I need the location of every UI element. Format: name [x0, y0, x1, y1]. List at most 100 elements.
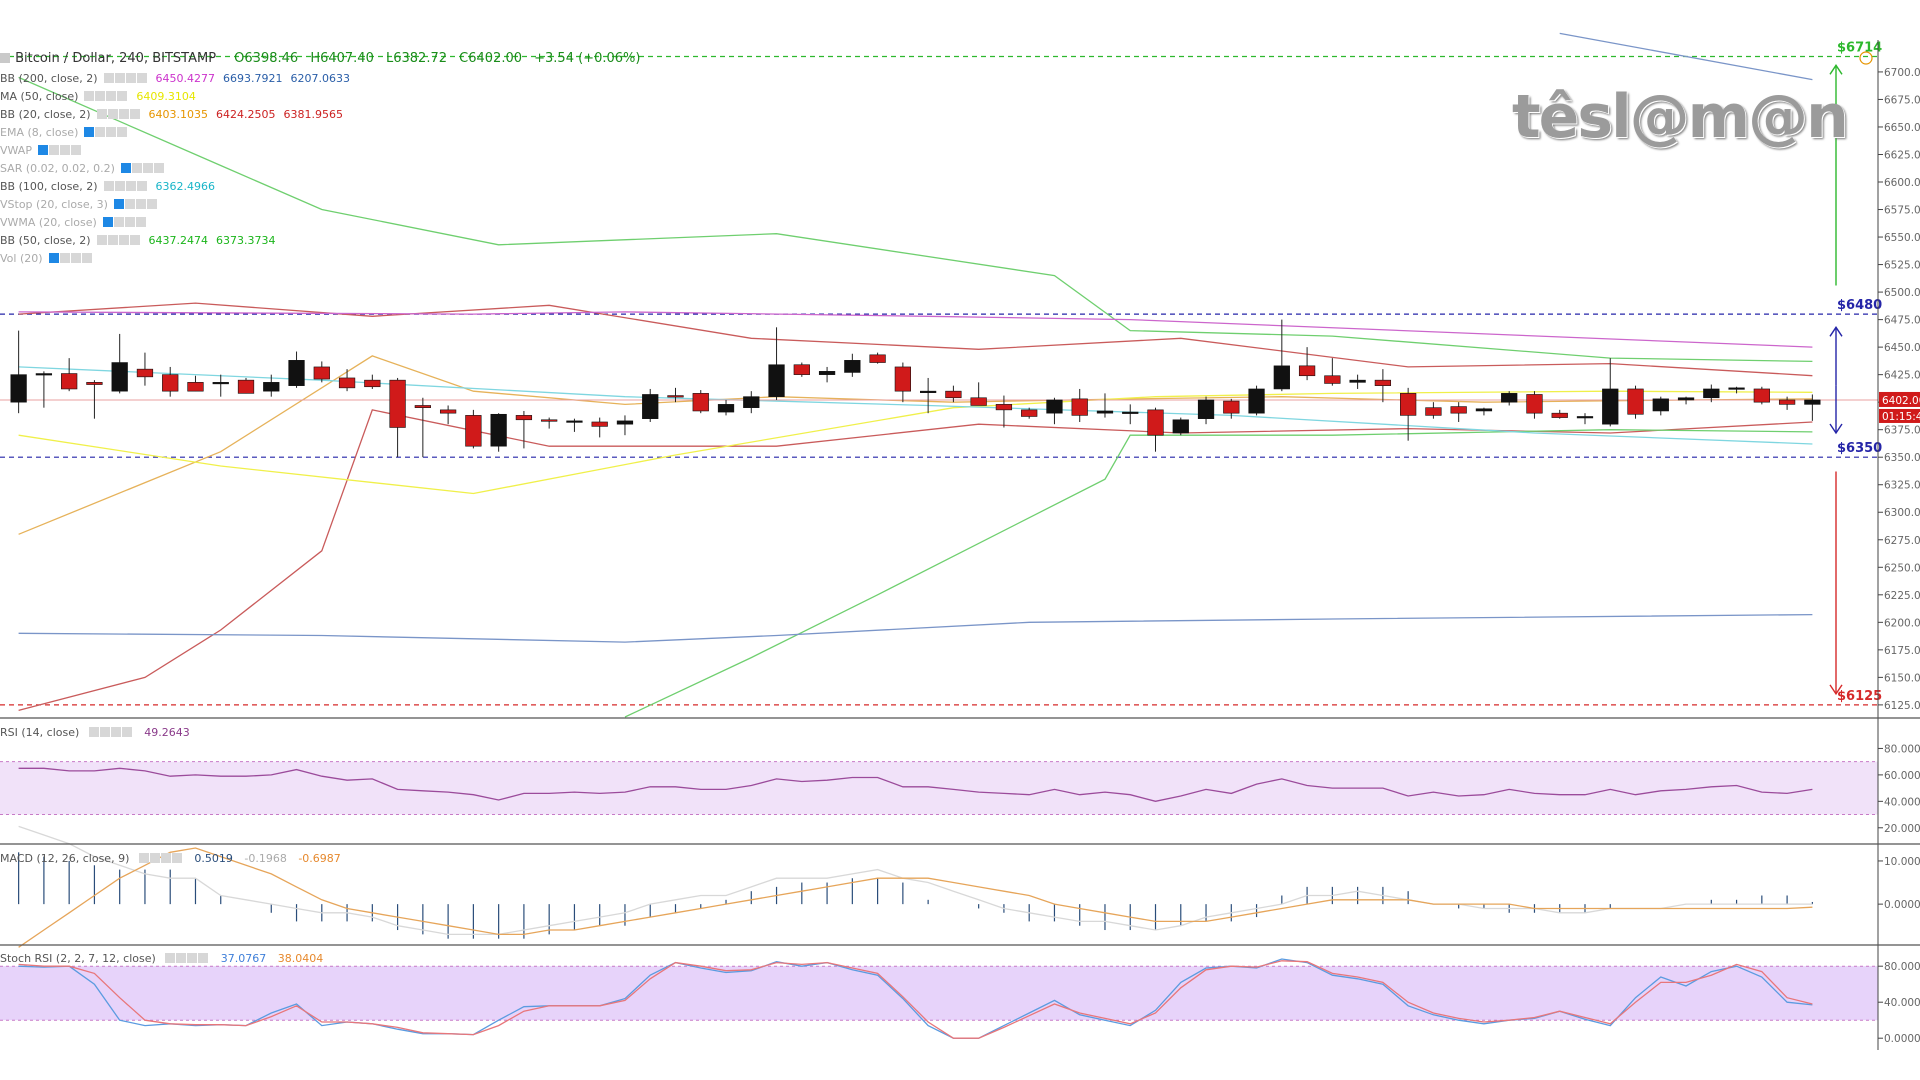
eye-icon[interactable] — [107, 109, 118, 119]
candle[interactable] — [288, 351, 305, 388]
settings-icon[interactable] — [96, 109, 107, 119]
close-icon[interactable] — [198, 953, 209, 963]
indicator-legend-row[interactable]: MA (50, close) 6409.3104 — [0, 90, 196, 104]
more-icon[interactable] — [106, 91, 117, 101]
close-icon[interactable] — [136, 73, 147, 83]
eye-icon[interactable] — [114, 73, 125, 83]
candle[interactable] — [414, 397, 431, 458]
candle[interactable] — [1526, 391, 1543, 419]
candle[interactable] — [1576, 413, 1594, 425]
settings-icon[interactable] — [103, 181, 114, 191]
candle[interactable] — [10, 330, 27, 414]
stoch-rsi-pane[interactable]: 80.0000 40.0000 0.0000 — [0, 958, 1920, 1045]
close-icon[interactable] — [135, 217, 146, 227]
candle[interactable] — [1804, 394, 1821, 421]
candle[interactable] — [1728, 386, 1745, 394]
settings-icon[interactable] — [138, 853, 149, 863]
more-icon[interactable] — [124, 217, 135, 227]
price-pane[interactable]: $6714 $6480 $6350 $6125 — [0, 32, 1882, 718]
eye-icon[interactable] — [124, 199, 135, 209]
candle[interactable] — [566, 418, 583, 432]
indicator-legend-row[interactable]: VStop (20, close, 3) — [0, 198, 158, 212]
indicator-legend-row[interactable]: Vol (20) — [0, 252, 93, 266]
close-icon[interactable] — [129, 109, 140, 119]
indicator-legend-row[interactable]: BB (200, close, 2) 6450.4277 6693.7921 6207… — [0, 72, 350, 86]
rsi-pane[interactable]: 80.0000 60.0000 40.0000 20.0000 — [0, 743, 1920, 835]
close-icon[interactable] — [117, 91, 128, 101]
candle[interactable] — [1501, 391, 1518, 406]
candle[interactable] — [1778, 396, 1796, 410]
candle[interactable] — [111, 333, 128, 394]
candle[interactable] — [1450, 402, 1467, 422]
indicator-legend-row[interactable]: BB (100, close, 2) 6362.4966 — [0, 180, 215, 194]
candle[interactable] — [1703, 384, 1720, 403]
eye-icon[interactable] — [95, 91, 106, 101]
candle[interactable] — [490, 413, 507, 452]
candle[interactable] — [338, 369, 356, 392]
close-icon[interactable] — [146, 199, 157, 209]
candle[interactable] — [1197, 396, 1215, 425]
candle[interactable] — [136, 352, 154, 386]
price-axis[interactable]: 6700.00 6675.00 6650.00 6625.00 6600.00 6575.… — [0, 40, 1920, 1050]
eye-icon[interactable] — [59, 253, 70, 263]
settings-icon[interactable] — [84, 127, 95, 137]
candle[interactable] — [187, 375, 204, 392]
eye-icon[interactable] — [48, 145, 59, 155]
close-icon[interactable] — [117, 127, 128, 137]
settings-icon[interactable] — [102, 217, 113, 227]
candle[interactable] — [1349, 374, 1366, 389]
more-icon[interactable] — [187, 953, 198, 963]
candle[interactable] — [439, 405, 457, 425]
more-icon[interactable] — [142, 163, 153, 173]
candle[interactable] — [692, 390, 709, 414]
eye-icon[interactable] — [114, 181, 125, 191]
macd-pane[interactable]: 10.0000 0.0000 — [18, 825, 1920, 948]
candle[interactable] — [793, 362, 810, 377]
stoch-rsi-legend[interactable]: Stoch RSI (2, 2, 7, 12, close) 37.0767 3… — [0, 952, 323, 966]
indicator-legend-row[interactable]: VWMA (20, close) — [0, 216, 147, 230]
candle[interactable] — [995, 395, 1013, 428]
eye-icon[interactable] — [176, 953, 187, 963]
more-icon[interactable] — [135, 199, 146, 209]
candle[interactable] — [1021, 407, 1038, 419]
candle[interactable] — [667, 387, 684, 403]
candle[interactable] — [743, 391, 760, 414]
indicator-legend-row[interactable]: VWAP — [0, 144, 82, 158]
candle[interactable] — [212, 374, 229, 397]
candle[interactable] — [1627, 385, 1644, 419]
more-icon[interactable] — [118, 235, 129, 245]
candle[interactable] — [1602, 358, 1619, 427]
candle[interactable] — [515, 410, 533, 449]
settings-icon[interactable] — [96, 235, 107, 245]
settings-icon[interactable] — [120, 163, 131, 173]
candle[interactable] — [1400, 387, 1417, 441]
candle[interactable] — [364, 374, 381, 389]
candle[interactable] — [541, 417, 558, 429]
candle[interactable] — [1147, 407, 1164, 452]
settings-icon[interactable] — [103, 73, 114, 83]
candle[interactable] — [1046, 397, 1063, 425]
candle[interactable] — [1425, 402, 1442, 419]
collapse-icon[interactable] — [0, 53, 10, 63]
settings-icon[interactable] — [88, 727, 99, 737]
candle[interactable] — [1324, 358, 1341, 386]
settings-icon[interactable] — [165, 953, 176, 963]
candle[interactable] — [1551, 409, 1568, 419]
settings-icon[interactable] — [37, 145, 48, 155]
settings-icon[interactable] — [48, 253, 59, 263]
close-icon[interactable] — [129, 235, 140, 245]
candle[interactable] — [237, 377, 255, 394]
eye-icon[interactable] — [107, 235, 118, 245]
more-icon[interactable] — [125, 181, 136, 191]
close-icon[interactable] — [136, 181, 147, 191]
indicator-legend-row[interactable]: BB (50, close, 2) 6437.2474 6373.3734 — [0, 234, 276, 248]
candle[interactable] — [1677, 396, 1695, 405]
close-icon[interactable] — [70, 145, 81, 155]
candle[interactable] — [1223, 398, 1240, 419]
candle[interactable] — [1753, 386, 1770, 405]
candle[interactable] — [768, 327, 785, 400]
more-icon[interactable] — [106, 127, 117, 137]
candle[interactable] — [1374, 369, 1392, 403]
candle[interactable] — [1122, 404, 1139, 425]
